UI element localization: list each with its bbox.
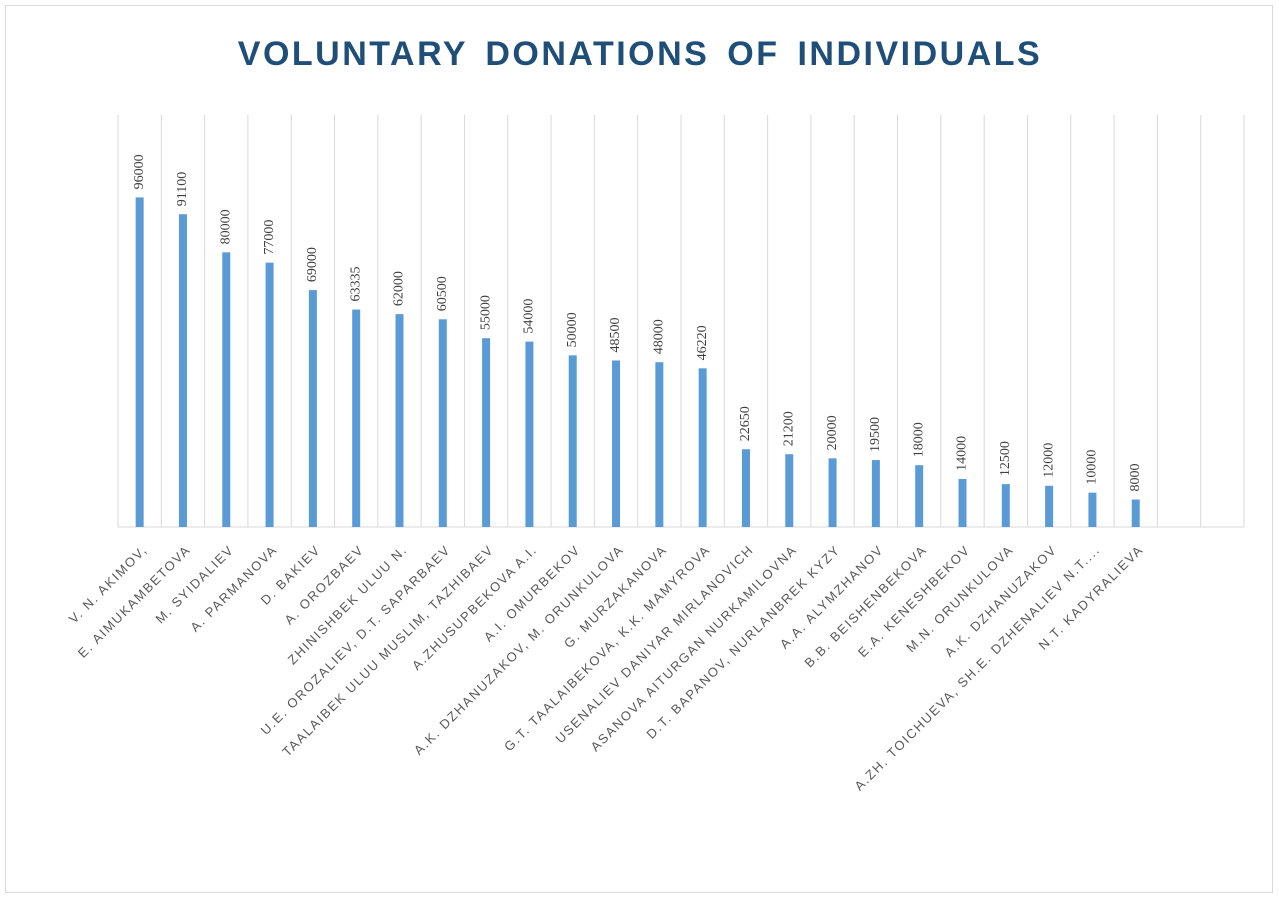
bar bbox=[1131, 499, 1140, 527]
data-label: 12000 bbox=[1041, 443, 1056, 478]
bar bbox=[612, 360, 621, 527]
bar bbox=[828, 458, 837, 527]
bar bbox=[698, 368, 707, 527]
bar bbox=[1045, 485, 1054, 527]
bar bbox=[438, 319, 447, 527]
data-label: 50000 bbox=[565, 312, 580, 347]
bar bbox=[178, 214, 187, 527]
bar bbox=[655, 362, 664, 527]
data-label: 96000 bbox=[132, 154, 147, 189]
bar bbox=[352, 309, 361, 527]
data-label: 48000 bbox=[652, 319, 667, 354]
bar bbox=[482, 338, 491, 527]
data-label: 54000 bbox=[522, 299, 537, 334]
bar bbox=[1088, 492, 1097, 527]
data-label: 69000 bbox=[305, 247, 320, 282]
data-label: 14000 bbox=[955, 436, 970, 471]
bar bbox=[1001, 484, 1010, 527]
bar bbox=[395, 314, 404, 527]
bar bbox=[525, 341, 534, 527]
bar bbox=[568, 355, 577, 527]
data-label: 63335 bbox=[348, 267, 363, 302]
bar bbox=[265, 262, 274, 527]
chart-title: VOLUNTARY DONATIONS OF INDIVIDUALS bbox=[238, 35, 1042, 73]
data-label: 22650 bbox=[738, 406, 753, 441]
data-label: 91100 bbox=[175, 172, 190, 206]
bar bbox=[135, 197, 144, 527]
data-label: 19500 bbox=[868, 417, 883, 452]
data-label: 46220 bbox=[695, 325, 710, 360]
bar bbox=[741, 449, 750, 527]
chart-border bbox=[5, 5, 1273, 893]
bar bbox=[308, 290, 317, 527]
data-label: 55000 bbox=[478, 295, 493, 330]
data-label: 21200 bbox=[781, 411, 796, 446]
bar bbox=[785, 454, 794, 527]
bar bbox=[915, 465, 924, 527]
data-label: 48500 bbox=[608, 317, 623, 352]
data-label: 10000 bbox=[1085, 450, 1100, 485]
bar bbox=[958, 478, 967, 527]
data-label: 60500 bbox=[435, 276, 450, 311]
data-label: 80000 bbox=[218, 209, 233, 244]
data-label: 12500 bbox=[998, 441, 1013, 476]
data-label: 8000 bbox=[1128, 464, 1143, 492]
bar bbox=[871, 460, 880, 527]
data-label: 18000 bbox=[911, 422, 926, 457]
data-label: 77000 bbox=[262, 220, 277, 255]
data-label: 62000 bbox=[392, 271, 407, 306]
bar bbox=[222, 252, 231, 528]
data-label: 20000 bbox=[825, 415, 840, 450]
